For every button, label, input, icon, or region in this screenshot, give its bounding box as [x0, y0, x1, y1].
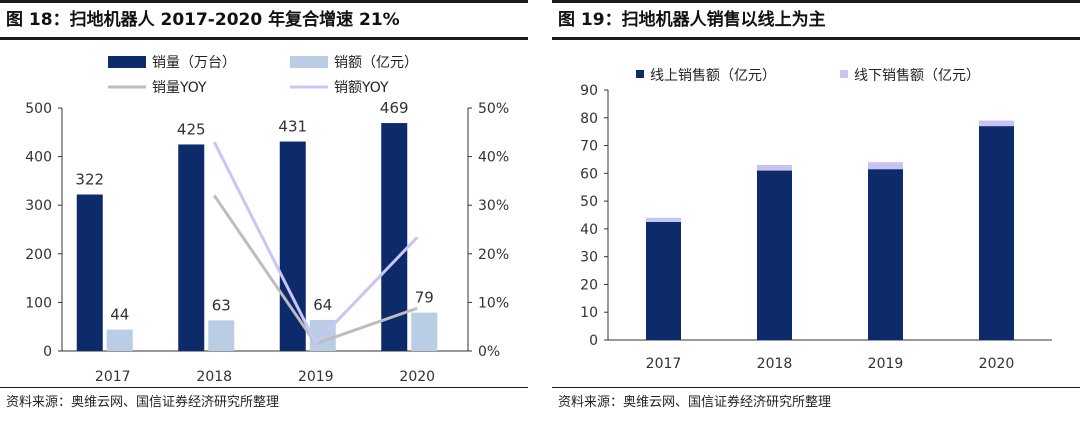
y-tick-label: 0 [589, 333, 598, 349]
bar-offline-sales [646, 217, 681, 222]
y-tick-label: 90 [580, 83, 598, 99]
legend-label: 销额（亿元） [334, 55, 418, 71]
y-tick-label-right: 40% [478, 150, 509, 166]
line-value-yoy [212, 141, 419, 345]
legend-swatch [108, 56, 146, 68]
bar-online-sales [868, 169, 903, 340]
y-tick-label-left: 400 [25, 150, 52, 166]
y-tick-label-right: 20% [478, 247, 509, 263]
figure-18-title: 图 18：扫地机器人 2017-2020 年复合增速 21% [0, 0, 528, 40]
y-tick-label: 40 [580, 222, 598, 238]
x-tick-label: 2020 [979, 356, 1015, 372]
y-tick-label-left: 100 [25, 295, 52, 311]
y-tick-label: 20 [580, 277, 598, 293]
bar-offline-sales [979, 120, 1014, 127]
x-tick-label: 2017 [646, 356, 682, 372]
legend-label: 线上销售额（亿元） [650, 68, 776, 84]
data-label: 431 [278, 118, 307, 136]
y-tick-label-left: 300 [25, 198, 52, 214]
legend-label: 线下销售额（亿元） [854, 68, 980, 84]
y-tick-label: 60 [580, 166, 598, 182]
legend-swatch [840, 70, 848, 78]
data-label: 425 [177, 120, 206, 138]
y-tick-label: 10 [580, 305, 598, 321]
y-tick-label-right: 10% [478, 295, 509, 311]
y-tick-label: 50 [580, 194, 598, 210]
y-tick-label: 80 [580, 111, 598, 127]
y-tick-label-left: 0 [43, 344, 52, 360]
x-tick-label: 2018 [196, 369, 232, 385]
y-tick-label: 70 [580, 139, 598, 155]
x-tick-label: 2017 [95, 369, 131, 385]
bar-offline-sales [757, 165, 792, 171]
x-tick-label: 2020 [399, 369, 435, 385]
legend-swatch [290, 56, 328, 68]
legend-swatch [636, 70, 644, 78]
bar-offline-sales [868, 162, 903, 170]
legend-label: 销额YOY [334, 80, 389, 96]
data-label: 322 [75, 171, 104, 189]
data-label: 469 [380, 99, 409, 117]
data-label: 79 [415, 289, 434, 307]
y-tick-label-left: 500 [25, 101, 52, 117]
legend-label: 销量YOY [152, 80, 207, 96]
figure-19-panel: 图 19：扫地机器人销售以线上为主 线上销售额（亿元） 线下销售额（亿元） 0 10 2… [552, 0, 1080, 423]
y-tick-label: 30 [580, 250, 598, 266]
y-tick-label-right: 30% [478, 198, 509, 214]
figure-19-chart: 线上销售额（亿元） 线下销售额（亿元） 0 10 20 30 40 50 60 70 80 90 201… [580, 68, 1052, 372]
y-tick-label-right: 0% [478, 344, 500, 360]
bar-sales-value [208, 320, 235, 351]
data-label: 64 [313, 296, 332, 314]
x-tick-label: 2018 [757, 356, 793, 372]
data-label: 63 [212, 296, 231, 314]
bar-online-sales [757, 170, 792, 340]
bar-sales-volume [279, 141, 306, 351]
figure-18-panel: 图 18：扫地机器人 2017-2020 年复合增速 21% 销量（万台） 销额（… [0, 0, 528, 423]
bar-sales-value [411, 312, 438, 351]
figure-19-source: 资料来源：奥维云网、国信证券经济研究所整理 [552, 387, 1080, 418]
bar-online-sales [979, 126, 1014, 340]
figure-18-chart: 销量（万台） 销额（亿元） 销量YOY 销额YOY 0 100 200 300 400 500 0%… [25, 55, 509, 385]
y-tick-label-right: 50% [478, 101, 509, 117]
figure-19-title: 图 19：扫地机器人销售以线上为主 [552, 0, 1080, 40]
bar-sales-volume [76, 194, 103, 351]
x-tick-label: 2019 [298, 369, 334, 385]
data-label: 44 [110, 306, 129, 324]
bar-sales-volume [178, 144, 205, 351]
bar-online-sales [646, 221, 681, 340]
figure-18-source: 资料来源：奥维云网、国信证券经济研究所整理 [0, 387, 528, 418]
legend-label: 销量（万台） [152, 55, 236, 71]
y-tick-label-left: 200 [25, 247, 52, 263]
x-tick-label: 2019 [868, 356, 904, 372]
bar-sales-value [106, 329, 133, 351]
